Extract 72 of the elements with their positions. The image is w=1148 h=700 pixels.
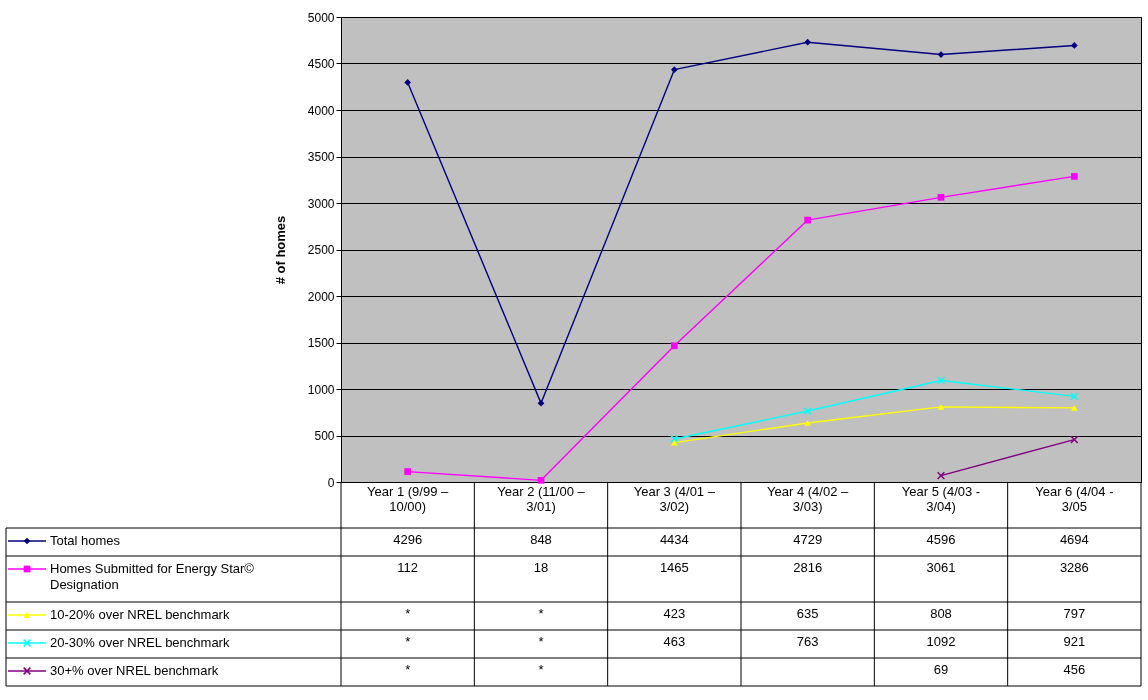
text: * bbox=[405, 634, 411, 649]
y-tick-label: 5000 bbox=[307, 10, 335, 25]
x-tick-label: Year 6 (4/04 - 3/05 bbox=[1035, 484, 1114, 514]
text: * bbox=[405, 662, 411, 677]
point bbox=[804, 38, 812, 46]
data-label: 112 bbox=[397, 560, 419, 575]
point bbox=[937, 403, 945, 410]
data-label: 423 bbox=[663, 606, 686, 621]
data-label: 635 bbox=[796, 606, 819, 621]
point bbox=[1070, 404, 1078, 411]
data-label: 808 bbox=[930, 606, 952, 621]
data-label: 4729 bbox=[793, 532, 823, 547]
data-label: 921 bbox=[1063, 634, 1086, 649]
y-tick-label: 1000 bbox=[307, 382, 335, 397]
data-label: 848 bbox=[530, 532, 552, 547]
text: * bbox=[538, 634, 544, 649]
point bbox=[670, 434, 679, 444]
data-label: 4296 bbox=[393, 532, 423, 547]
point bbox=[803, 406, 812, 416]
point bbox=[537, 399, 545, 407]
x-tick-label: Year 2 (11/00 – 3/01) bbox=[497, 484, 586, 514]
y-tick-label: 0 bbox=[327, 475, 335, 490]
point bbox=[1070, 42, 1078, 49]
text: * bbox=[538, 606, 544, 621]
y-tick-label: 2500 bbox=[307, 243, 335, 257]
point bbox=[670, 439, 678, 446]
data-label: 1465 bbox=[659, 560, 689, 575]
data-label: 3061 bbox=[926, 560, 956, 575]
point bbox=[537, 476, 545, 484]
y-tick-label: 3000 bbox=[307, 196, 335, 211]
data-label: 797 bbox=[1063, 606, 1086, 621]
y-tick-label: 2000 bbox=[307, 289, 335, 304]
point bbox=[404, 79, 412, 86]
x-tick-label: Year 4 (4/02 – 3/03) bbox=[767, 484, 850, 514]
y-tick-label: 4500 bbox=[307, 57, 335, 71]
data-label: 463 bbox=[663, 634, 686, 649]
point bbox=[1070, 392, 1079, 401]
y-tick-label: 3500 bbox=[307, 150, 335, 164]
y-axis-title: # of homes bbox=[272, 215, 288, 285]
point bbox=[936, 376, 946, 385]
point bbox=[804, 216, 812, 224]
legend-label: 30+% over NREL benchmark bbox=[50, 663, 219, 678]
data-label: 69 bbox=[933, 662, 949, 677]
x-tick-label: Year 5 (4/03 - 3/04) bbox=[901, 484, 981, 514]
point bbox=[670, 342, 678, 350]
data-label: 18 bbox=[533, 560, 549, 575]
point bbox=[936, 471, 946, 480]
data-label: 4596 bbox=[926, 532, 956, 547]
data-label: 4694 bbox=[1059, 532, 1089, 547]
y-tick-label: 4000 bbox=[307, 103, 335, 118]
legend-label: 10-20% over NREL benchmark bbox=[50, 607, 230, 622]
data-label: 1092 bbox=[926, 634, 956, 649]
x-tick-label: Year 3 (4/01 – 3/02) bbox=[633, 484, 716, 514]
point bbox=[404, 468, 412, 475]
legend-label: Homes Submitted for Energy Star© Designation bbox=[50, 561, 255, 592]
point bbox=[1070, 435, 1079, 444]
point bbox=[937, 193, 945, 201]
data-label: 456 bbox=[1063, 662, 1086, 677]
point bbox=[670, 66, 678, 73]
text: * bbox=[405, 606, 411, 621]
data-label: 3286 bbox=[1059, 560, 1089, 575]
y-tick-label: 500 bbox=[314, 429, 335, 443]
y-tick-label: 1500 bbox=[307, 336, 335, 350]
x-tick-label: Year 1 (9/99 – 10/00) bbox=[367, 484, 450, 514]
data-label: 763 bbox=[796, 634, 819, 649]
legend-label: Total homes bbox=[50, 533, 121, 548]
point bbox=[1070, 173, 1078, 180]
data-label: 2816 bbox=[793, 560, 823, 575]
text: * bbox=[538, 662, 544, 677]
point bbox=[804, 420, 812, 426]
legend-label: 20-30% over NREL benchmark bbox=[50, 635, 230, 650]
data-label: 4434 bbox=[659, 532, 689, 547]
